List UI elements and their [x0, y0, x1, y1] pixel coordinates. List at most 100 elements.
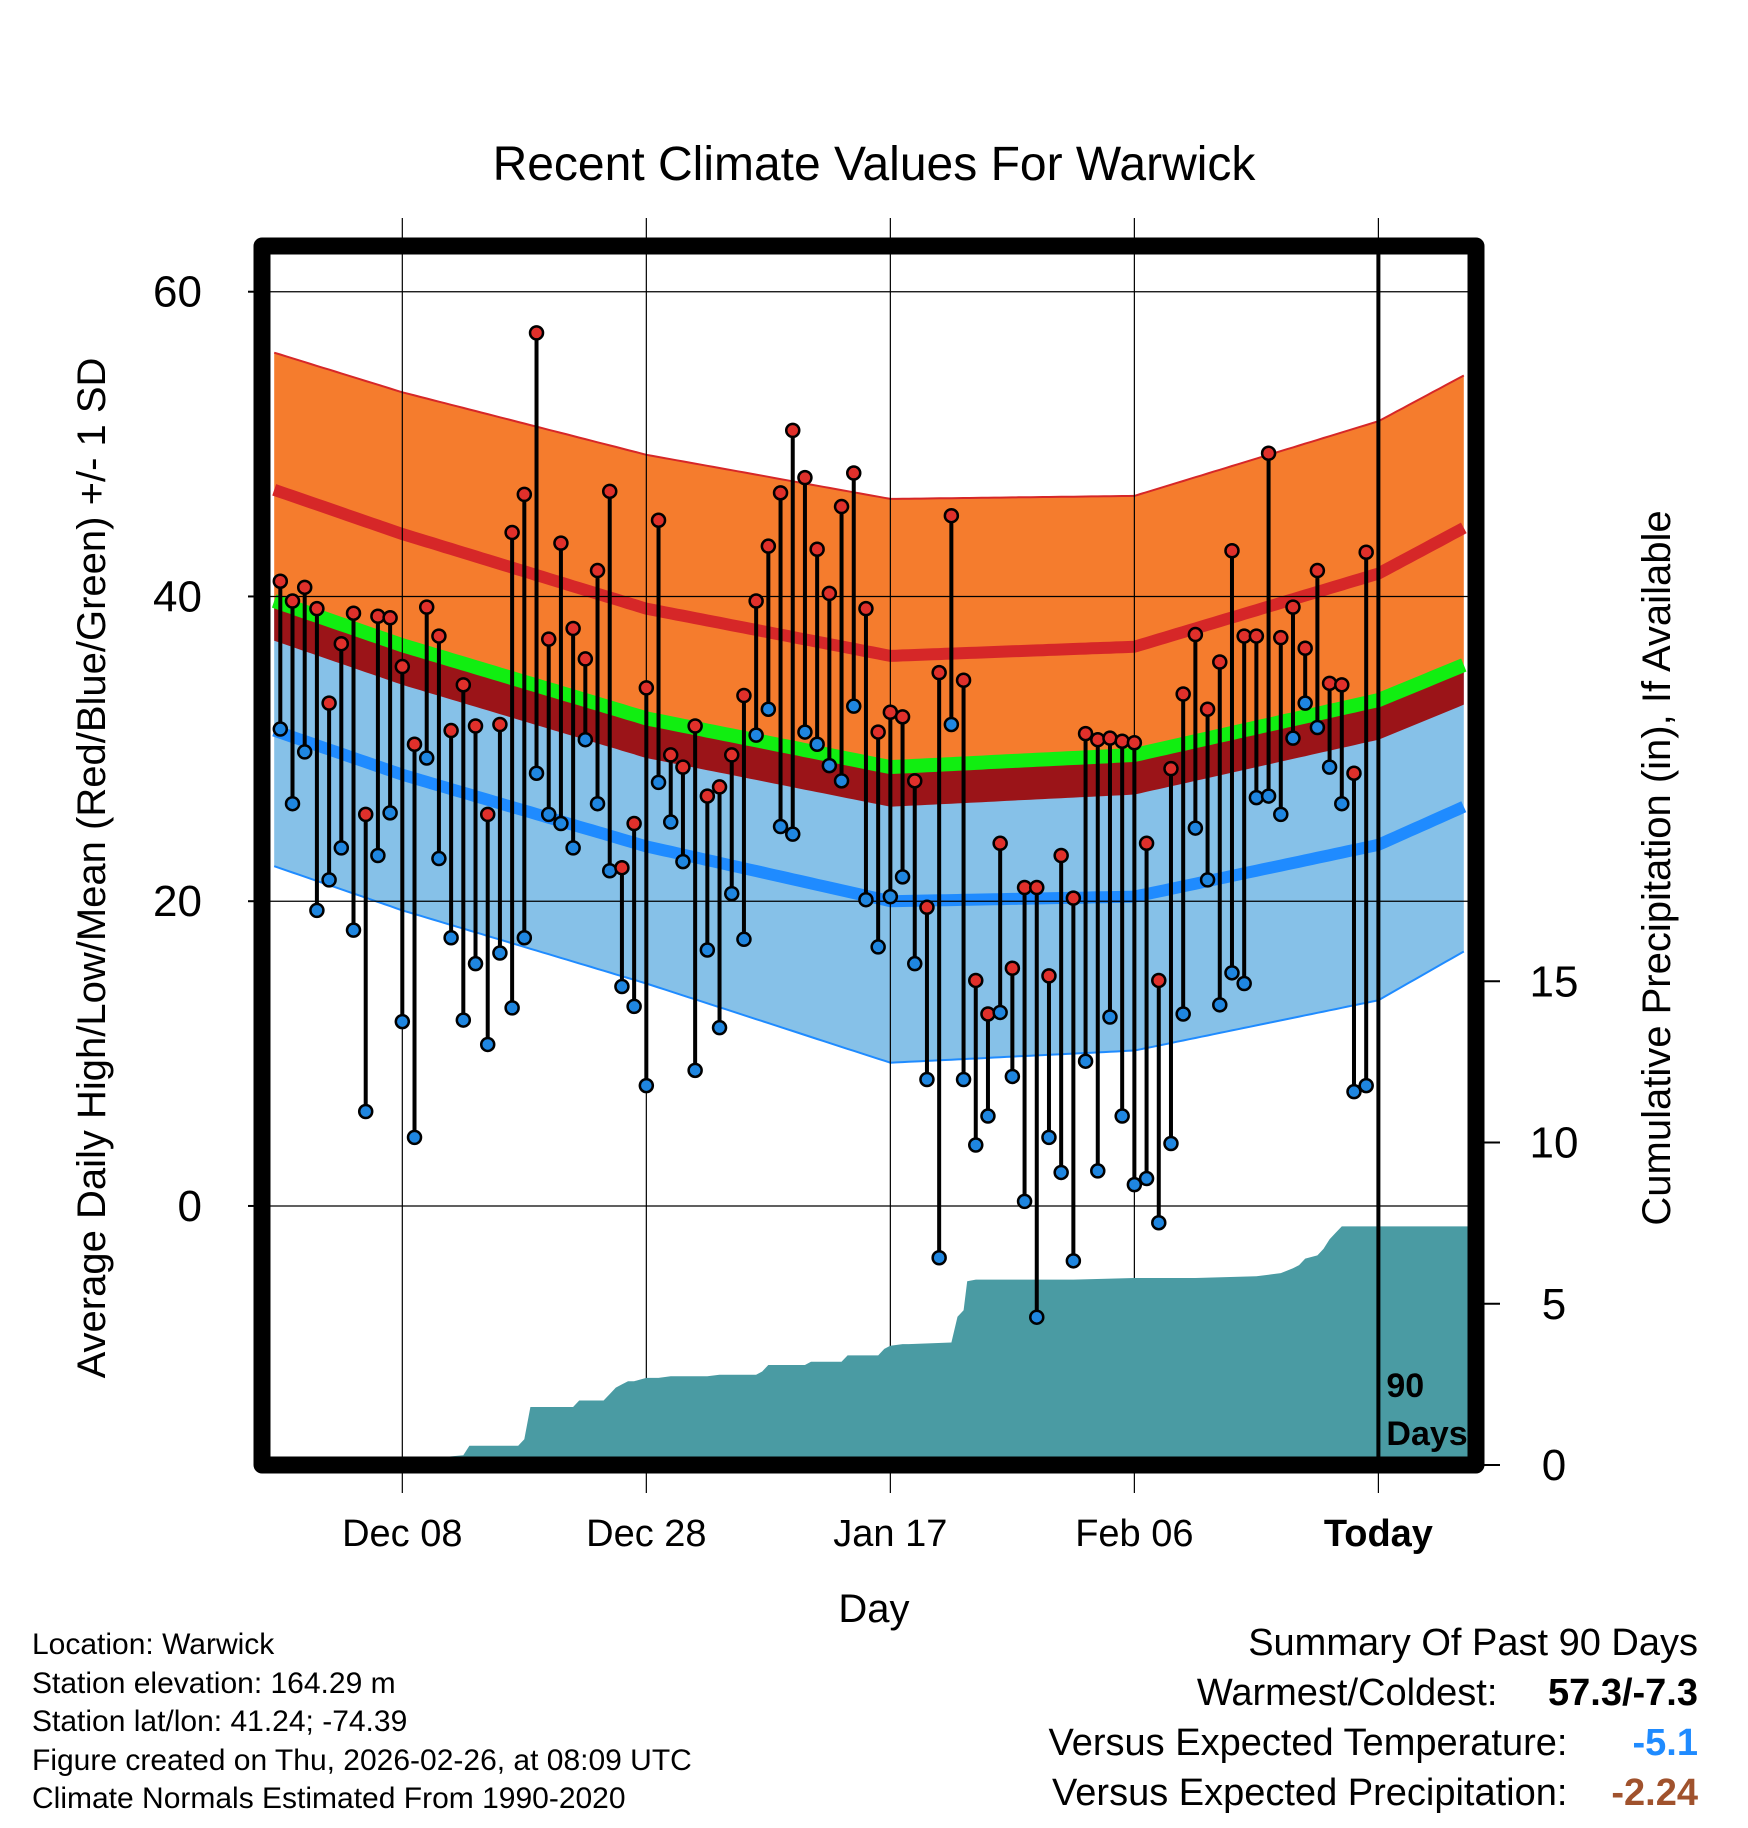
summary-temp-row: Versus Expected Temperature: -5.1: [1049, 1722, 1698, 1765]
high-marker: [675, 759, 691, 775]
high-marker: [907, 773, 923, 789]
high-marker: [858, 600, 874, 617]
low-marker: [1077, 1053, 1094, 1069]
high-marker: [1077, 725, 1094, 742]
low-marker: [1090, 1163, 1106, 1179]
low-marker: [760, 701, 777, 717]
high-marker: [870, 724, 886, 740]
normal-bands: [271, 351, 1467, 1064]
high-marker: [309, 600, 325, 617]
normals-text: Climate Normals Estimated From 1990-2020: [32, 1782, 626, 1815]
low-marker: [1187, 820, 1204, 836]
y2-axis-label: Cumulative Precipitation (in), If Availa…: [1635, 510, 1679, 1225]
plot-area: 90 Days: [262, 218, 1477, 1493]
high-marker: [894, 709, 911, 725]
low-marker: [711, 1019, 728, 1036]
high-marker: [711, 779, 728, 795]
y-tick-label: 40: [153, 572, 202, 621]
low-marker: [919, 1071, 935, 1088]
low-marker: [736, 931, 752, 948]
high-marker: [492, 716, 508, 733]
today-days-label: 90: [1386, 1367, 1424, 1405]
low-marker: [394, 1013, 411, 1030]
low-marker: [1114, 1108, 1130, 1124]
low-marker: [370, 847, 386, 864]
high-marker: [540, 631, 557, 647]
low-marker: [577, 731, 594, 748]
low-marker: [675, 853, 691, 870]
low-marker: [992, 1004, 1008, 1021]
high-marker: [943, 507, 960, 524]
low-marker: [968, 1137, 984, 1153]
x-axis-label: Day: [838, 1587, 909, 1631]
precipitation-fill: [274, 1226, 1477, 1465]
high-marker: [565, 620, 581, 637]
low-marker: [333, 840, 350, 856]
low-marker: [272, 721, 289, 737]
mean-dark-band: [274, 601, 1464, 807]
high-marker: [431, 628, 447, 644]
x-tick-label: Dec 08: [342, 1513, 462, 1555]
high-marker: [919, 899, 935, 916]
high-marker: [516, 486, 533, 503]
high-marker: [1212, 654, 1228, 670]
high-marker: [382, 610, 398, 626]
high-marker: [1297, 640, 1313, 657]
low-marker: [1126, 1176, 1143, 1193]
high-marker: [1346, 765, 1362, 781]
high-marker: [1260, 445, 1277, 461]
y-tick-label: 60: [153, 268, 202, 317]
low-marker: [662, 814, 679, 830]
high-marker: [1102, 730, 1118, 746]
high-marker: [589, 562, 606, 579]
created-text: Figure created on Thu, 2026-02-26, at 08…: [32, 1743, 692, 1777]
low-marker: [980, 1108, 996, 1124]
low-marker: [504, 1000, 520, 1016]
low-marker: [1212, 997, 1228, 1013]
low-marker: [699, 942, 716, 958]
low-marker: [492, 945, 508, 961]
low-marker: [650, 774, 667, 791]
low-marker: [1004, 1068, 1021, 1085]
daily-markers: [272, 325, 1374, 1325]
low-marker: [943, 716, 960, 733]
summary-temp-label: Versus Expected Temperature:: [1048, 1722, 1568, 1764]
latlon-text: Station lat/lon: 41.24; -74.39: [32, 1705, 408, 1738]
high-marker: [504, 524, 520, 541]
high-marker: [479, 806, 496, 823]
summary-precip-row: Versus Expected Precipitation: -2.24: [1052, 1772, 1698, 1815]
summary-temp-value: -5.1: [1632, 1722, 1698, 1764]
low-marker: [784, 826, 801, 842]
low-marker: [687, 1062, 703, 1079]
low-marker: [833, 773, 850, 789]
high-marker: [272, 573, 289, 589]
low-marker: [406, 1129, 423, 1146]
plot-frame: [253, 237, 1485, 1474]
low-marker: [1358, 1077, 1374, 1094]
high-marker: [1273, 629, 1289, 646]
summary-precip-value: -2.24: [1611, 1772, 1698, 1814]
high-marker: [760, 538, 777, 554]
high-marker: [1004, 960, 1021, 977]
low-marker: [1053, 1164, 1069, 1181]
low-marker: [1224, 965, 1240, 981]
low-marker: [882, 888, 899, 905]
high-marker: [370, 608, 386, 625]
summary-warmest-row: Warmest/Coldest: 57.3/-7.3: [1197, 1672, 1698, 1715]
high-marker: [614, 859, 630, 876]
today-days-label-2: Days: [1386, 1415, 1467, 1453]
low-marker: [907, 955, 923, 972]
high-marker: [455, 677, 472, 693]
high-marker: [1199, 701, 1216, 717]
high-marker: [736, 687, 752, 704]
low-marker: [1199, 872, 1216, 888]
y-axis-label: Average Daily High/Low/Mean (Red/Blue/Gr…: [70, 358, 114, 1379]
low-marker: [931, 1250, 947, 1266]
y2-tick-label: 10: [1530, 1119, 1579, 1168]
summary-warmest-value: 57.3/-7.3: [1548, 1672, 1698, 1714]
low-marker: [284, 795, 301, 812]
high-marker: [1309, 562, 1326, 579]
low-marker: [1321, 759, 1338, 775]
high-marker: [626, 815, 642, 832]
low-marker: [431, 850, 447, 867]
